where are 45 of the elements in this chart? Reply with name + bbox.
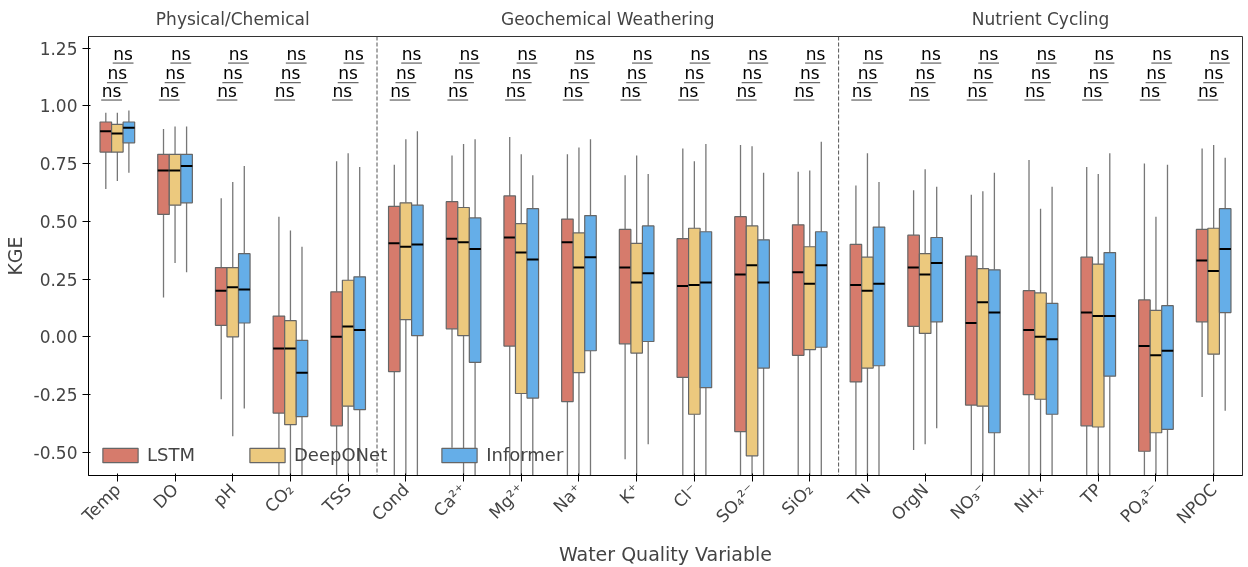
y-tick-label: 1.25 (39, 38, 78, 59)
legend-label: LSTM (147, 444, 195, 465)
x-axis-title: Water Quality Variable (558, 542, 773, 565)
annotation: ns (863, 43, 884, 64)
annotation: ns (748, 43, 768, 64)
annotation: ns (805, 43, 826, 64)
annotation: ns (632, 43, 653, 64)
x-tick-label: TSS (317, 479, 356, 517)
annotation: ns (228, 43, 249, 64)
annotation: ns (921, 43, 941, 64)
text: Nutrient Cycling (971, 8, 1110, 29)
y-tick-label: 0.50 (39, 211, 78, 232)
annotation: ns (286, 43, 307, 64)
annotation: ns (113, 43, 134, 64)
annotation: ns (574, 43, 595, 64)
annotation: ns (1094, 43, 1114, 64)
annotation: ns (978, 43, 999, 64)
y-tick-label: 0.25 (39, 269, 78, 290)
annotation: ns (690, 43, 711, 64)
annotation: ns (401, 43, 422, 64)
x-tick-label: DO (149, 479, 183, 513)
y-tick-label: 1.00 (39, 96, 78, 117)
annotation: ns (171, 43, 191, 64)
x-tick-label: pH (209, 479, 240, 511)
x-tick-label: TN (843, 479, 875, 511)
text: Geochemical Weathering (500, 8, 715, 29)
x-tick-label: Na⁺ (549, 479, 587, 517)
x-tick-label: K⁺ (615, 479, 644, 508)
x-tick-label: Cl⁻ (669, 479, 702, 512)
annotation: ns (1151, 43, 1172, 64)
y-tick-label: -0.50 (33, 442, 78, 463)
y-tick-label: -0.25 (33, 385, 78, 406)
annotation: ns (459, 43, 480, 64)
annotation: ns (344, 43, 364, 64)
x-tick-label: SiO₂ (777, 479, 817, 519)
text: Physical/Chemical (155, 8, 310, 29)
y-axis-title: KGE (3, 236, 26, 276)
annotation: ns (517, 43, 537, 64)
annotation: ns (1036, 43, 1057, 64)
x-tick-label: TP (1075, 479, 1106, 509)
y-tick-label: 0.00 (39, 327, 78, 348)
x-tick-label: CO₂ (260, 479, 298, 517)
annotation: ns (1209, 43, 1230, 64)
y-tick-label: 0.75 (39, 154, 78, 175)
x-tick-label: NHₓ (1010, 479, 1048, 517)
